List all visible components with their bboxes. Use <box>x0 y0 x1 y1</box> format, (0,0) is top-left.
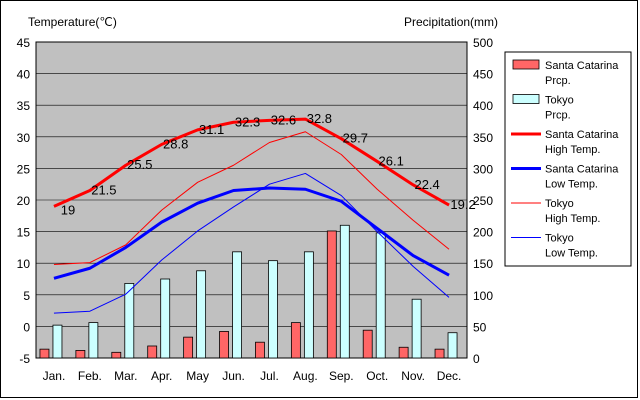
y-left-tick-label: 40 <box>17 68 31 82</box>
legend-label: Tokyo <box>545 95 574 107</box>
legend-box <box>504 51 632 267</box>
y-left-tick-label: 25 <box>17 162 31 176</box>
bar <box>160 278 171 359</box>
bar <box>434 348 445 359</box>
data-label: 32.8 <box>307 111 332 126</box>
y-left-tick-label: 15 <box>17 226 31 240</box>
bar <box>326 230 337 359</box>
y-right-tick-label: 150 <box>473 257 493 271</box>
x-tick-label: Aug. <box>293 369 318 383</box>
x-tick-label: Nov. <box>401 369 425 383</box>
legend-label: Tokyo <box>545 198 574 210</box>
bar <box>183 336 194 359</box>
legend-label: Santa Catarina <box>545 164 619 176</box>
x-tick-label: May <box>186 369 209 383</box>
bar <box>39 348 50 359</box>
y-left-tick-label: 0 <box>23 320 30 334</box>
bar <box>398 346 409 359</box>
y-right-tick-label: 400 <box>473 99 493 113</box>
legend: Santa Catarina Prcp. Tokyo Prcp. Santa Catar… <box>504 51 632 267</box>
bar <box>268 260 278 359</box>
legend-label: High Temp. <box>545 213 600 225</box>
y-left-tick-label: 5 <box>23 289 30 303</box>
x-tick-label: Jul. <box>260 369 279 383</box>
series-line <box>53 172 450 314</box>
data-label: 31.1 <box>199 122 224 137</box>
right-axis-title: Precipitation(mm) <box>404 15 498 29</box>
data-label: 19 <box>61 202 75 217</box>
bar <box>52 324 63 359</box>
x-tick-label: Sep. <box>329 369 354 383</box>
y-left-tick-label: -5 <box>19 352 30 366</box>
y-left-tick-label: 30 <box>17 131 31 145</box>
plot-area: -505101520253035404505010015020025030035… <box>17 36 494 383</box>
y-left-tick-label: 35 <box>17 99 31 113</box>
y-right-tick-label: 250 <box>473 194 493 208</box>
y-right-tick-label: 350 <box>473 131 493 145</box>
y-right-tick-label: 450 <box>473 68 493 82</box>
bar <box>339 224 350 359</box>
data-label: 29.7 <box>343 131 368 146</box>
bar <box>196 270 207 359</box>
y-left-tick-label: 10 <box>17 257 31 271</box>
x-tick-label: Mar. <box>114 369 137 383</box>
legend-swatch <box>512 59 540 70</box>
y-right-tick-label: 300 <box>473 162 493 176</box>
legend-label: Low Temp. <box>545 179 598 191</box>
legend-label: High Temp. <box>545 144 600 156</box>
x-tick-label: Dec. <box>437 369 462 383</box>
bar <box>411 298 422 359</box>
bar <box>362 329 373 359</box>
bar <box>88 322 99 359</box>
y-left-tick-label: 45 <box>17 36 31 50</box>
legend-label: Tokyo <box>545 233 574 245</box>
legend-swatch <box>512 94 540 104</box>
y-left-tick-label: 20 <box>17 194 31 208</box>
series-line <box>53 131 450 265</box>
y-right-tick-label: 0 <box>473 352 480 366</box>
x-tick-label: Feb. <box>78 369 102 383</box>
bar <box>232 251 242 359</box>
bar <box>375 232 386 359</box>
legend-label: Low Temp. <box>545 248 598 260</box>
data-label: 32.6 <box>271 112 296 127</box>
series-line <box>53 186 450 280</box>
y-right-tick-label: 50 <box>473 320 487 334</box>
x-tick-label: Oct. <box>366 369 388 383</box>
bar <box>75 350 86 359</box>
y-right-tick-label: 500 <box>473 36 493 50</box>
legend-label: Santa Catarina <box>545 60 619 72</box>
bar <box>290 322 301 359</box>
y-right-tick-label: 100 <box>473 289 493 303</box>
bar <box>111 351 122 359</box>
data-label: 19.2 <box>450 197 475 212</box>
legend-label: Prcp. <box>545 110 571 122</box>
data-label: 22.4 <box>414 177 439 192</box>
bar <box>447 332 458 359</box>
x-tick-label: Jan. <box>43 369 66 383</box>
bar <box>255 341 265 359</box>
data-label: 32.3 <box>235 114 260 129</box>
series-line <box>53 117 450 208</box>
data-label: 21.5 <box>91 183 116 198</box>
bar <box>219 331 229 359</box>
legend-label: Santa Catarina <box>545 129 619 141</box>
left-axis-title: Temperature(℃) <box>28 15 117 29</box>
bar <box>124 283 135 359</box>
data-label: 25.5 <box>127 157 152 172</box>
data-label: 28.8 <box>163 136 188 151</box>
bar <box>303 251 314 359</box>
data-label: 26.1 <box>379 153 404 168</box>
x-tick-label: Apr. <box>151 369 172 383</box>
legend-label: Prcp. <box>545 75 571 87</box>
x-tick-label: Jun. <box>222 369 245 383</box>
bar <box>147 345 158 359</box>
y-right-tick-label: 200 <box>473 226 493 240</box>
